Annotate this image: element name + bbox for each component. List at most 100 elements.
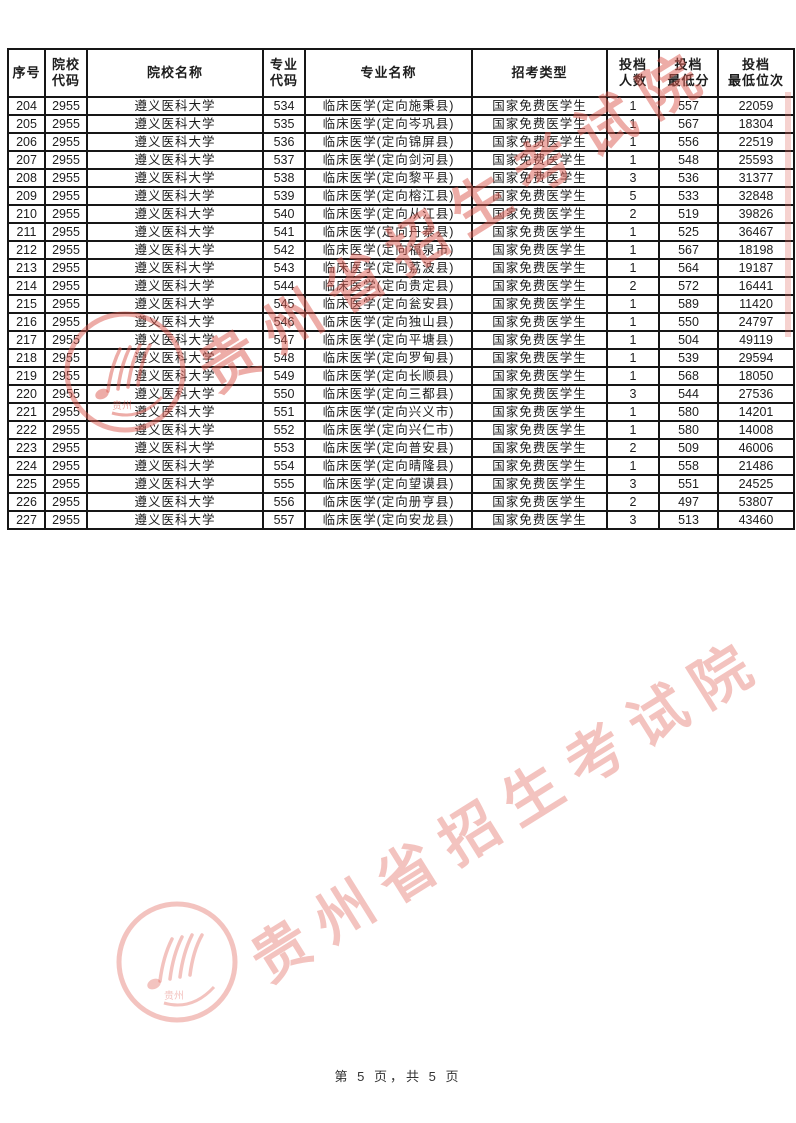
cell-admission-type: 国家免费医学生 bbox=[471, 402, 608, 422]
cell-school-name: 遵义医科大学 bbox=[86, 366, 264, 386]
cell-major-name: 临床医学(定向贵定县) bbox=[304, 276, 473, 296]
cell-major-name: 临床医学(定向丹寨县) bbox=[304, 222, 473, 242]
cell-major-code: 555 bbox=[262, 474, 306, 494]
table-row: 218 2955 遵义医科大学 548 临床医学(定向罗甸县) 国家免费医学生 1 539 29… bbox=[7, 348, 795, 368]
cell-seq: 225 bbox=[7, 474, 46, 494]
cell-min-score: 572 bbox=[658, 276, 719, 296]
cell-admission-type: 国家免费医学生 bbox=[471, 132, 608, 152]
cell-school-code: 2955 bbox=[44, 114, 88, 134]
table-body: 204 2955 遵义医科大学 534 临床医学(定向施秉县) 国家免费医学生 1 557 22… bbox=[7, 96, 795, 530]
table-row: 227 2955 遵义医科大学 557 临床医学(定向安龙县) 国家免费医学生 3 513 43… bbox=[7, 510, 795, 530]
cell-school-name: 遵义医科大学 bbox=[86, 150, 264, 170]
cell-major-name: 临床医学(定向望谟县) bbox=[304, 474, 473, 494]
cell-major-name: 临床医学(定向普安县) bbox=[304, 438, 473, 458]
table-row: 220 2955 遵义医科大学 550 临床医学(定向三都县) 国家免费医学生 3 544 27… bbox=[7, 384, 795, 404]
cell-major-code: 543 bbox=[262, 258, 306, 278]
cell-min-score: 567 bbox=[658, 114, 719, 134]
cell-min-score: 589 bbox=[658, 294, 719, 314]
cell-admission-type: 国家免费医学生 bbox=[471, 420, 608, 440]
cell-school-name: 遵义医科大学 bbox=[86, 276, 264, 296]
cell-school-name: 遵义医科大学 bbox=[86, 258, 264, 278]
seal-label-text: 贵州 bbox=[164, 989, 184, 1002]
cell-min-rank: 31377 bbox=[717, 168, 795, 188]
cell-major-code: 535 bbox=[262, 114, 306, 134]
cell-major-name: 临床医学(定向瓮安县) bbox=[304, 294, 473, 314]
cell-count: 1 bbox=[606, 258, 660, 278]
cell-count: 1 bbox=[606, 456, 660, 476]
table-row: 217 2955 遵义医科大学 547 临床医学(定向平塘县) 国家免费医学生 1 504 49… bbox=[7, 330, 795, 350]
column-header-major-code: 专业 代码 bbox=[262, 48, 306, 98]
cell-seq: 222 bbox=[7, 420, 46, 440]
cell-count: 1 bbox=[606, 294, 660, 314]
cell-school-name: 遵义医科大学 bbox=[86, 186, 264, 206]
cell-seq: 211 bbox=[7, 222, 46, 242]
cell-min-rank: 53807 bbox=[717, 492, 795, 512]
cell-seq: 213 bbox=[7, 258, 46, 278]
cell-min-score: 544 bbox=[658, 384, 719, 404]
cell-major-code: 549 bbox=[262, 366, 306, 386]
cell-major-name: 临床医学(定向长顺县) bbox=[304, 366, 473, 386]
cell-major-code: 547 bbox=[262, 330, 306, 350]
cell-admission-type: 国家免费医学生 bbox=[471, 474, 608, 494]
column-header-admission-type: 招考类型 bbox=[471, 48, 608, 98]
cell-min-score: 580 bbox=[658, 402, 719, 422]
cell-min-score: 525 bbox=[658, 222, 719, 242]
cell-school-name: 遵义医科大学 bbox=[86, 456, 264, 476]
cell-major-code: 546 bbox=[262, 312, 306, 332]
cell-school-code: 2955 bbox=[44, 258, 88, 278]
cell-count: 1 bbox=[606, 366, 660, 386]
cell-school-code: 2955 bbox=[44, 420, 88, 440]
cell-school-name: 遵义医科大学 bbox=[86, 492, 264, 512]
cell-seq: 217 bbox=[7, 330, 46, 350]
cell-min-rank: 18198 bbox=[717, 240, 795, 260]
cell-seq: 205 bbox=[7, 114, 46, 134]
cell-school-code: 2955 bbox=[44, 168, 88, 188]
cell-seq: 224 bbox=[7, 456, 46, 476]
cell-seq: 215 bbox=[7, 294, 46, 314]
cell-min-score: 568 bbox=[658, 366, 719, 386]
cell-major-code: 541 bbox=[262, 222, 306, 242]
table-row: 222 2955 遵义医科大学 552 临床医学(定向兴仁市) 国家免费医学生 1 580 14… bbox=[7, 420, 795, 440]
cell-major-code: 542 bbox=[262, 240, 306, 260]
cell-count: 1 bbox=[606, 240, 660, 260]
cell-major-code: 554 bbox=[262, 456, 306, 476]
cell-school-name: 遵义医科大学 bbox=[86, 348, 264, 368]
cell-min-rank: 21486 bbox=[717, 456, 795, 476]
cell-min-rank: 32848 bbox=[717, 186, 795, 206]
column-header-school-name: 院校名称 bbox=[86, 48, 264, 98]
cell-school-name: 遵义医科大学 bbox=[86, 330, 264, 350]
watermark-text-lower: 贵州省招生考试院 bbox=[239, 626, 777, 995]
cell-major-name: 临床医学(定向平塘县) bbox=[304, 330, 473, 350]
cell-school-code: 2955 bbox=[44, 510, 88, 530]
cell-admission-type: 国家免费医学生 bbox=[471, 492, 608, 512]
table-row: 204 2955 遵义医科大学 534 临床医学(定向施秉县) 国家免费医学生 1 557 22… bbox=[7, 96, 795, 116]
cell-admission-type: 国家免费医学生 bbox=[471, 258, 608, 278]
cell-school-code: 2955 bbox=[44, 474, 88, 494]
cell-school-code: 2955 bbox=[44, 150, 88, 170]
cell-admission-type: 国家免费医学生 bbox=[471, 312, 608, 332]
cell-min-rank: 11420 bbox=[717, 294, 795, 314]
cell-major-name: 临床医学(定向黎平县) bbox=[304, 168, 473, 188]
cell-school-code: 2955 bbox=[44, 348, 88, 368]
column-header-school-code: 院校 代码 bbox=[44, 48, 88, 98]
cell-school-name: 遵义医科大学 bbox=[86, 240, 264, 260]
cell-count: 2 bbox=[606, 492, 660, 512]
cell-seq: 204 bbox=[7, 96, 46, 116]
cell-admission-type: 国家免费医学生 bbox=[471, 294, 608, 314]
cell-seq: 220 bbox=[7, 384, 46, 404]
cell-major-code: 538 bbox=[262, 168, 306, 188]
cell-min-rank: 25593 bbox=[717, 150, 795, 170]
cell-school-name: 遵义医科大学 bbox=[86, 420, 264, 440]
cell-school-code: 2955 bbox=[44, 204, 88, 224]
cell-count: 1 bbox=[606, 150, 660, 170]
cell-min-score: 509 bbox=[658, 438, 719, 458]
cell-min-rank: 27536 bbox=[717, 384, 795, 404]
table-header-row: 序号 院校 代码 院校名称 专业 代码 专业名称 招考类型 投档 人数 投档 最低分 投档 最低… bbox=[7, 48, 795, 98]
cell-seq: 210 bbox=[7, 204, 46, 224]
cell-min-rank: 22519 bbox=[717, 132, 795, 152]
cell-major-name: 临床医学(定向罗甸县) bbox=[304, 348, 473, 368]
table-row: 210 2955 遵义医科大学 540 临床医学(定向从江县) 国家免费医学生 2 519 39… bbox=[7, 204, 795, 224]
cell-count: 1 bbox=[606, 330, 660, 350]
cell-school-code: 2955 bbox=[44, 366, 88, 386]
cell-min-rank: 39826 bbox=[717, 204, 795, 224]
